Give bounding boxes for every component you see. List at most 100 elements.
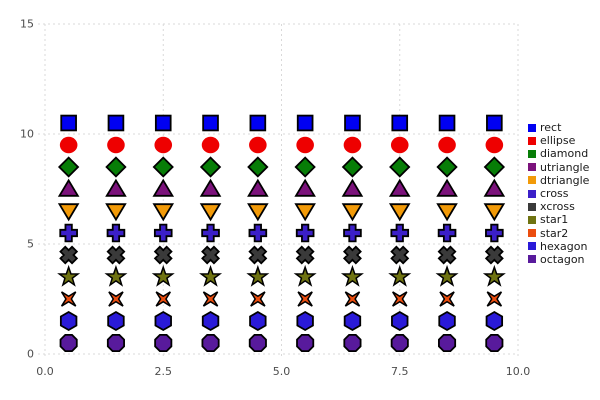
marker-octagon-0 — [59, 333, 78, 353]
marker-hexagon-4 — [249, 310, 267, 332]
marker-star1-0 — [57, 264, 81, 287]
marker-cross-6 — [343, 223, 362, 243]
marker-hexagon-1 — [107, 310, 125, 332]
marker-octagon-4 — [248, 333, 267, 353]
marker-star1-6 — [340, 264, 364, 287]
marker-ellipse-6 — [343, 136, 362, 154]
x-tick-label-1: 2.5 — [155, 365, 173, 378]
y-tick-label-3: 15 — [20, 18, 34, 31]
marker-rect-3 — [202, 114, 219, 132]
x-tick-label-0: 0.0 — [36, 365, 54, 378]
legend-item-ellipse: ellipse — [528, 134, 589, 147]
legend-item-star1: star1 — [528, 213, 589, 226]
marker-rect-4 — [249, 114, 267, 132]
marker-octagon-5 — [296, 333, 315, 353]
marker-ellipse-1 — [107, 136, 125, 154]
marker-star2-5 — [297, 291, 313, 307]
marker-star1-2 — [151, 264, 175, 287]
marker-rect-2 — [154, 114, 172, 132]
marker-xcross-7 — [390, 245, 410, 265]
marker-octagon-8 — [438, 333, 457, 353]
marker-ellipse-0 — [59, 136, 78, 154]
legend-swatch-octagon — [528, 255, 536, 264]
marker-cross-1 — [106, 223, 126, 243]
marker-rect-5 — [296, 114, 314, 132]
marker-xcross-3 — [201, 245, 221, 265]
marker-octagon-9 — [485, 333, 504, 353]
marker-star1-5 — [293, 264, 317, 287]
marker-utriangle-8 — [436, 178, 458, 197]
marker-hexagon-8 — [438, 310, 456, 332]
legend-item-star2: star2 — [528, 227, 589, 240]
marker-hexagon-2 — [154, 310, 172, 332]
marker-star1-4 — [246, 264, 270, 287]
marker-cross-5 — [295, 223, 315, 243]
marker-star2-4 — [250, 291, 266, 307]
legend-item-octagon: octagon — [528, 253, 589, 266]
marker-cross-2 — [153, 223, 173, 243]
y-tick-label-1: 5 — [27, 238, 34, 251]
marker-xcross-6 — [342, 245, 362, 265]
marker-dtriangle-8 — [436, 203, 458, 222]
marker-xcross-1 — [106, 245, 126, 265]
marker-utriangle-9 — [483, 178, 506, 197]
marker-star2-2 — [155, 291, 171, 307]
legend-item-xcross: xcross — [528, 200, 589, 213]
marker-ellipse-9 — [485, 136, 504, 154]
marker-rect-1 — [107, 114, 125, 132]
legend-swatch-dtriangle — [528, 176, 536, 185]
marker-octagon-7 — [390, 333, 409, 353]
marker-dtriangle-3 — [199, 203, 222, 222]
marker-rect-6 — [344, 114, 361, 132]
x-tick-label-4: 10.0 — [506, 365, 531, 378]
marker-rect-0 — [60, 114, 77, 132]
marker-dtriangle-4 — [247, 203, 269, 222]
marker-dtriangle-1 — [105, 203, 127, 222]
marker-diamond-0 — [57, 156, 80, 178]
marker-rect-9 — [486, 114, 503, 132]
marker-diamond-5 — [294, 156, 316, 178]
legend-label-octagon: octagon — [540, 252, 585, 266]
legend-item-utriangle: utriangle — [528, 161, 589, 174]
marker-rect-7 — [391, 114, 409, 132]
marker-cross-8 — [437, 223, 457, 243]
legend-swatch-rect — [528, 123, 536, 132]
marker-star2-6 — [344, 291, 361, 307]
marker-xcross-9 — [484, 245, 504, 265]
legend-label-rect: rect — [540, 121, 562, 135]
marker-octagon-6 — [343, 333, 362, 353]
marker-dtriangle-6 — [341, 203, 364, 222]
legend-swatch-xcross — [528, 202, 536, 211]
marker-star1-9 — [482, 264, 506, 287]
marker-dtriangle-9 — [483, 203, 506, 222]
marker-utriangle-3 — [199, 178, 222, 197]
marker-diamond-8 — [436, 156, 458, 178]
marker-diamond-3 — [199, 156, 222, 178]
legend-item-rect: rect — [528, 121, 589, 134]
legend-swatch-utriangle — [528, 163, 536, 172]
legend-label-star2: star2 — [540, 226, 569, 240]
marker-star1-1 — [104, 264, 128, 287]
marker-hexagon-7 — [391, 310, 409, 332]
marker-utriangle-5 — [294, 178, 316, 197]
marker-hexagon-5 — [296, 310, 314, 332]
marker-xcross-0 — [59, 245, 79, 265]
legend-item-dtriangle: dtriangle — [528, 174, 589, 187]
marker-octagon-3 — [201, 333, 220, 353]
x-tick-label-2: 5.0 — [273, 365, 291, 378]
marker-star1-8 — [435, 264, 459, 287]
marker-star2-7 — [392, 291, 408, 307]
marker-cross-4 — [248, 223, 268, 243]
marker-xcross-2 — [153, 245, 173, 265]
legend-item-diamond: diamond — [528, 147, 589, 160]
marker-diamond-7 — [389, 156, 411, 178]
marker-dtriangle-0 — [57, 203, 80, 222]
marker-star1-7 — [388, 264, 412, 287]
marker-utriangle-7 — [388, 178, 411, 197]
marker-star2-9 — [486, 291, 503, 307]
marker-star2-1 — [108, 291, 124, 307]
marker-octagon-1 — [106, 333, 125, 353]
marker-ellipse-3 — [201, 136, 220, 154]
marker-diamond-4 — [247, 156, 269, 178]
legend-swatch-hexagon — [528, 242, 536, 251]
